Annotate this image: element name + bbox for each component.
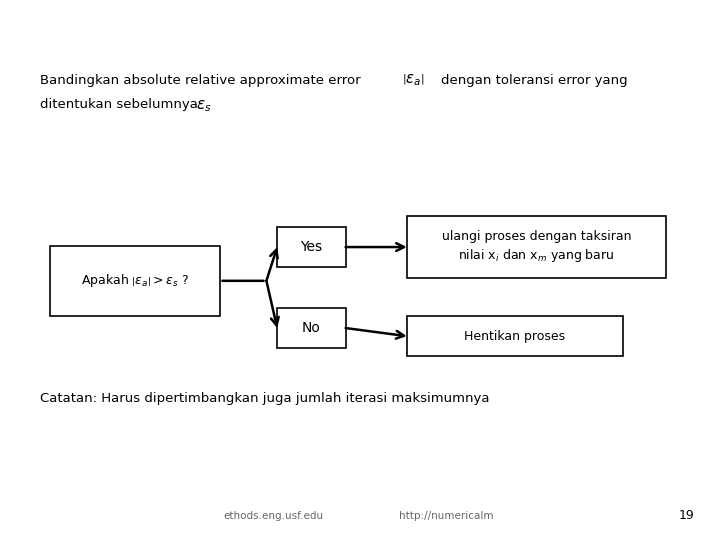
Text: dengan toleransi error yang: dengan toleransi error yang: [441, 73, 627, 87]
Text: ulangi proses dengan taksiran
nilai x$_i$ dan x$_m$ yang baru: ulangi proses dengan taksiran nilai x$_i…: [441, 230, 631, 265]
Bar: [407, 216, 666, 278]
Text: Yes: Yes: [300, 240, 323, 254]
Text: $\epsilon_s$: $\epsilon_s$: [196, 99, 212, 114]
Text: ditentukan sebelumnya: ditentukan sebelumnya: [40, 98, 197, 111]
Text: Hentikan proses: Hentikan proses: [464, 329, 565, 343]
Bar: [407, 316, 623, 356]
Bar: [277, 227, 346, 267]
Text: Apakah $\left|\epsilon_a\right|$$>\epsilon_s$ ?: Apakah $\left|\epsilon_a\right|$$>\epsil…: [81, 272, 189, 289]
Text: Bandingkan absolute relative approximate error: Bandingkan absolute relative approximate…: [40, 73, 360, 87]
Text: http://numericalm: http://numericalm: [399, 511, 494, 522]
Bar: [50, 246, 220, 316]
Text: No: No: [302, 321, 321, 335]
Text: ethods.eng.usf.edu: ethods.eng.usf.edu: [223, 511, 324, 522]
Bar: [277, 308, 346, 348]
Text: Catatan: Harus dipertimbangkan juga jumlah iterasi maksimumnya: Catatan: Harus dipertimbangkan juga juml…: [40, 392, 489, 406]
Text: $\left|\epsilon_a\right|$: $\left|\epsilon_a\right|$: [402, 73, 424, 89]
Text: 19: 19: [679, 509, 695, 523]
